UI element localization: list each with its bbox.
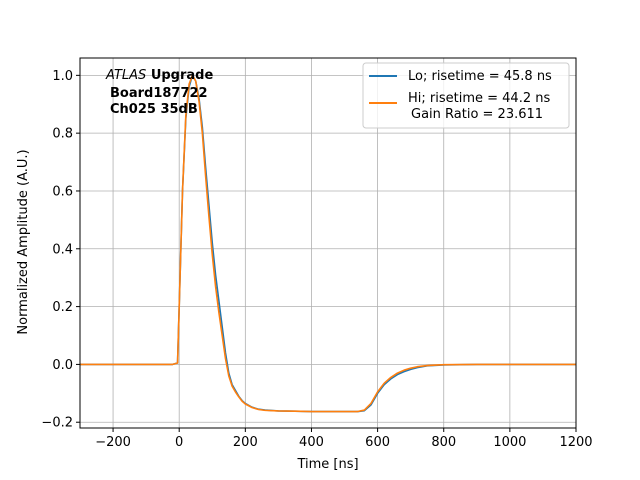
y-tick-label: 1.0 bbox=[52, 69, 73, 84]
x-tick-label: 400 bbox=[299, 435, 324, 450]
legend: Lo; risetime = 45.8 ns Hi; risetime = 44… bbox=[362, 62, 570, 129]
annotation-board: Board187722 bbox=[110, 86, 208, 101]
x-tick-label: 800 bbox=[431, 435, 456, 450]
y-tick-label: 0.4 bbox=[52, 242, 73, 257]
legend-label-lo: Lo; risetime = 45.8 ns bbox=[408, 69, 552, 84]
x-tick-label: 200 bbox=[233, 435, 258, 450]
annotation-channel: Ch025 35dB bbox=[110, 102, 198, 117]
plot-frame bbox=[79, 57, 577, 429]
atlas-annotation: ATLAS Upgrade Board187722 Ch025 35dB bbox=[105, 68, 213, 117]
annotation-atlas: ATLAS bbox=[105, 68, 146, 83]
series-layer bbox=[80, 74, 576, 413]
y-tick-label: −0.2 bbox=[41, 416, 73, 431]
y-tick-label: 0.2 bbox=[52, 300, 73, 315]
y-axis-ticks: −0.2 0.0 0.2 0.4 0.6 0.8 1.0 bbox=[41, 69, 80, 431]
y-axis-label: Normalized Amplitude (A.U.) bbox=[16, 149, 31, 334]
x-tick-label: 600 bbox=[365, 435, 390, 450]
x-axis-label: Time [ns] bbox=[296, 457, 358, 472]
y-tick-label: 0.0 bbox=[52, 358, 73, 373]
legend-box bbox=[362, 62, 570, 129]
y-tick-label: 0.8 bbox=[52, 127, 73, 142]
x-tick-label: 1200 bbox=[559, 435, 592, 450]
annotation-upgrade: Upgrade bbox=[151, 68, 214, 83]
series-hi-line bbox=[80, 74, 576, 413]
x-tick-label: 1000 bbox=[493, 435, 526, 450]
y-tick-label: 0.6 bbox=[52, 184, 73, 199]
legend-label-hi: Hi; risetime = 44.2 ns bbox=[408, 91, 550, 106]
x-axis-ticks: −200 0 200 400 600 800 1000 1200 bbox=[95, 428, 593, 450]
x-tick-label: −200 bbox=[95, 435, 131, 450]
x-tick-label: 0 bbox=[175, 435, 183, 450]
annotation-line1: ATLAS Upgrade bbox=[105, 68, 213, 83]
legend-label-gain-ratio: Gain Ratio = 23.611 bbox=[411, 107, 543, 122]
